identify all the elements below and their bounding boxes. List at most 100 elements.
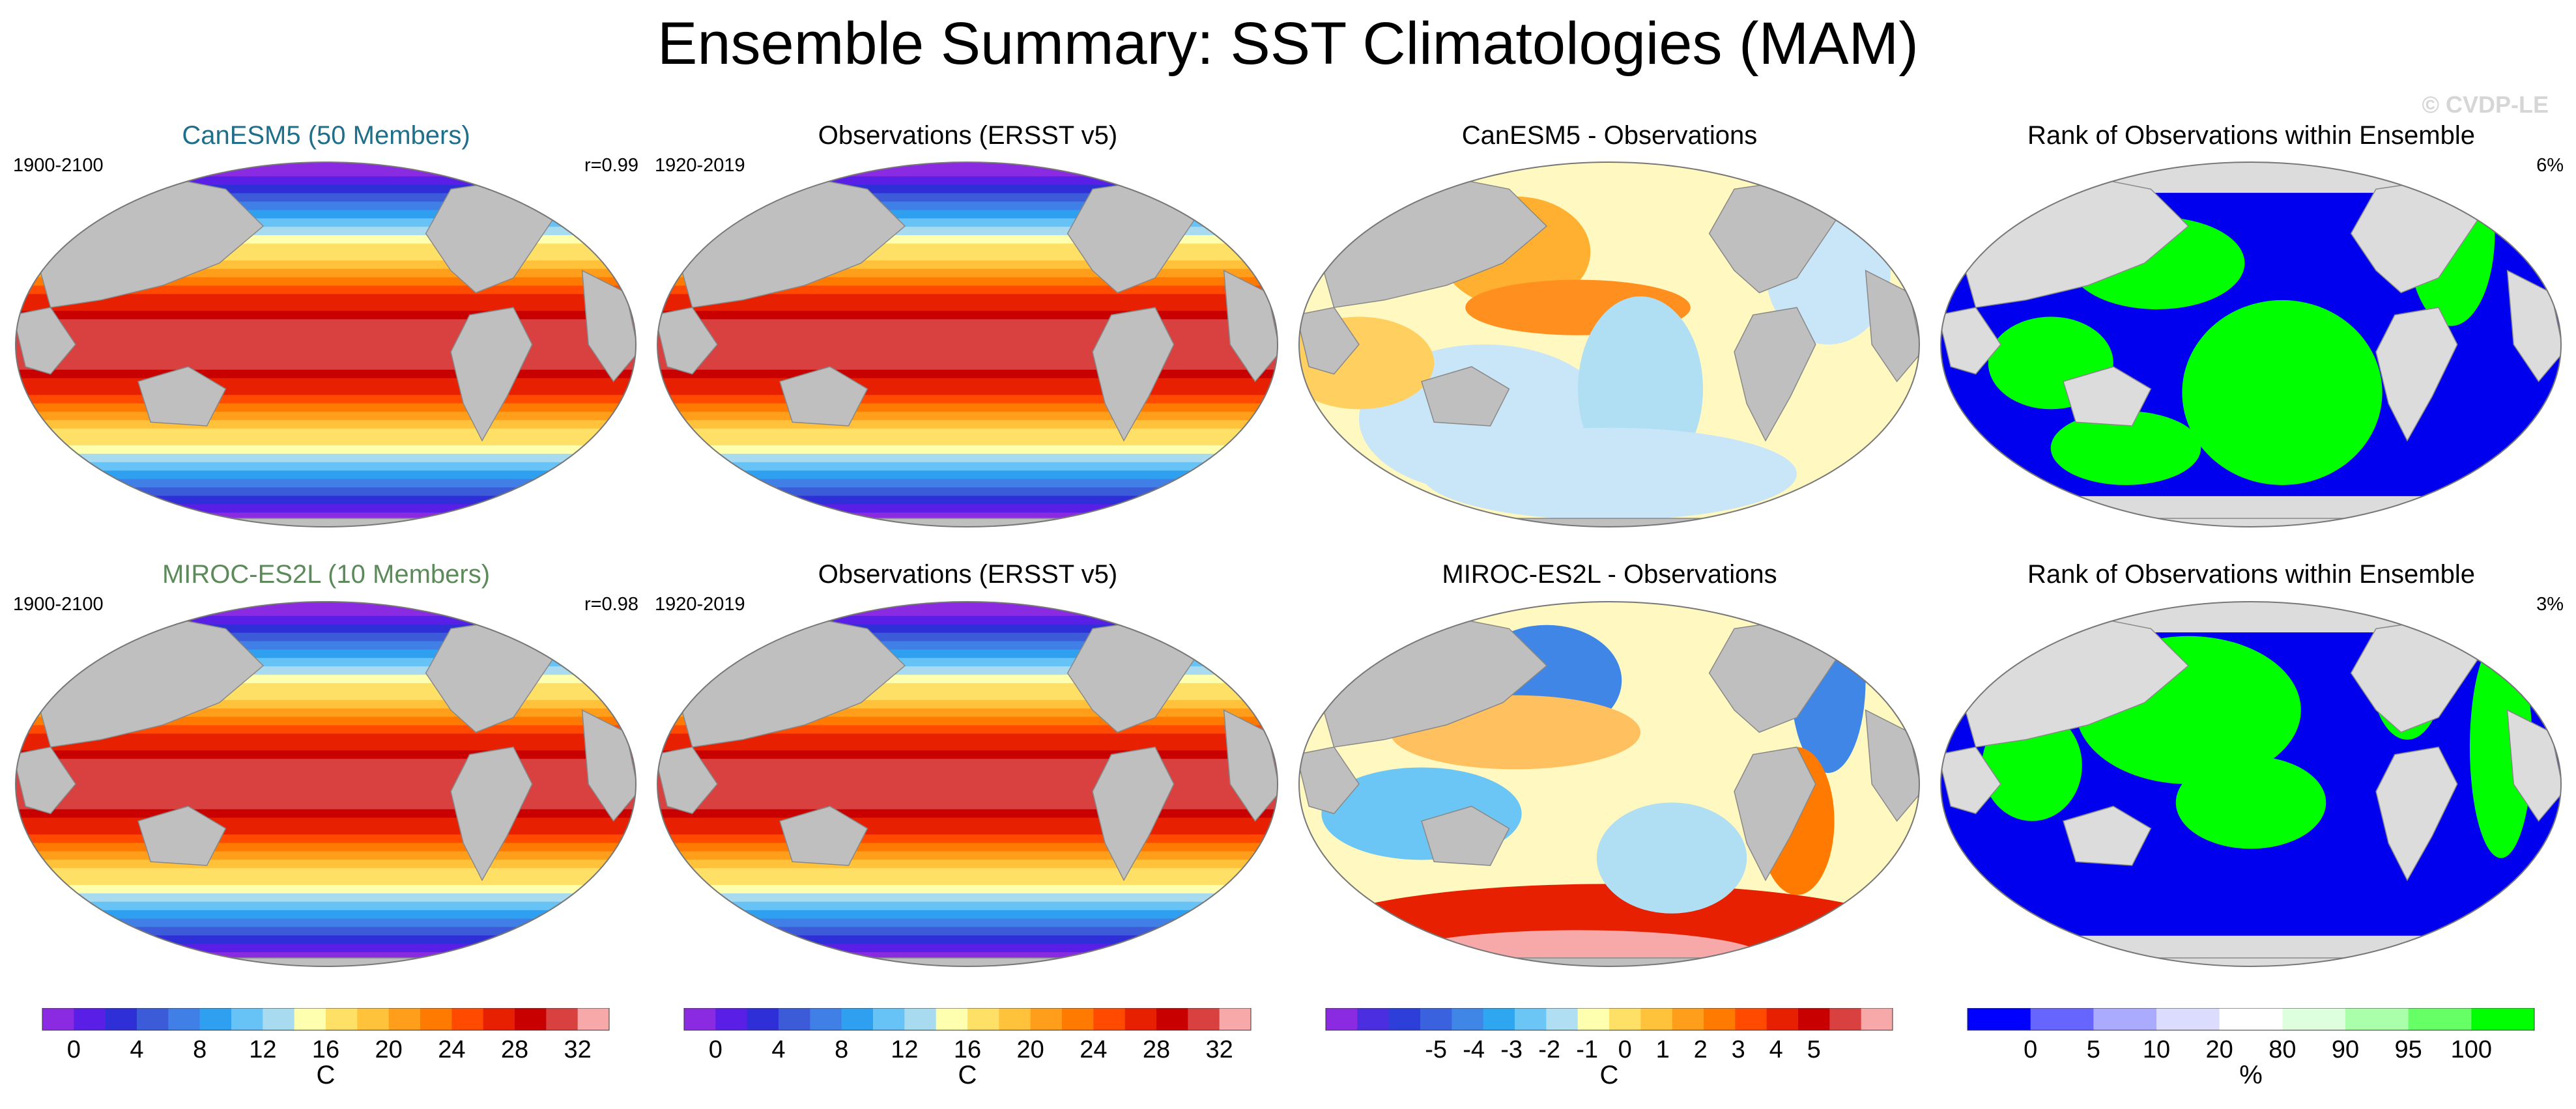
sst-band (657, 496, 1278, 505)
landmass-antarctica (657, 957, 1278, 966)
sst-band (657, 784, 1278, 793)
landmass-australia (137, 366, 227, 427)
sst-band (657, 445, 1278, 455)
colorbar-swatch (1062, 1008, 1094, 1030)
sst-band (657, 176, 1278, 186)
period-label: 1920-2019 (655, 594, 745, 615)
sst-band (16, 369, 636, 379)
landmass-australia (2063, 366, 2152, 427)
sst-band (657, 834, 1278, 844)
sst-band (657, 193, 1278, 203)
rank-percent-label: 6% (2536, 155, 2564, 176)
colorbar-swatch (1577, 1008, 1610, 1030)
landmass-australia (779, 806, 868, 866)
colorbar-swatch (42, 1008, 74, 1030)
sst-band (657, 851, 1278, 861)
sst-band (16, 843, 636, 852)
landmass-africa-east (1941, 746, 2001, 815)
landmass-south-america (450, 307, 533, 442)
sst-band (16, 302, 636, 312)
colorbar-swatch (357, 1008, 390, 1030)
colorbar-unit-label: C (1600, 1061, 1619, 1089)
landmass-australia (1421, 366, 1510, 427)
colorbar-swatch (1124, 1008, 1157, 1030)
panel-title: Observations (ERSST v5) (818, 121, 1118, 150)
sst-band (657, 479, 1278, 488)
colorbar-tick-label: 10 (2143, 1036, 2170, 1063)
landmass-greenland (2475, 606, 2521, 652)
landmass-africa-east (657, 307, 718, 375)
sst-band (657, 420, 1278, 430)
colorbar-tick-label: 80 (2268, 1036, 2296, 1063)
sst-band (16, 336, 636, 345)
sst-band (16, 328, 636, 337)
colorbar-swatch (1798, 1008, 1830, 1030)
colorbar-swatch (1452, 1008, 1484, 1030)
colorbar-swatch (294, 1008, 326, 1030)
sst-band (657, 504, 1278, 514)
landmass-south-america (1092, 746, 1175, 882)
colorbar-swatch (1420, 1008, 1452, 1030)
colorbar-swatch (1326, 1008, 1358, 1030)
period-label: 1920-2019 (655, 155, 745, 176)
sst-band (657, 361, 1278, 371)
sst-band (16, 378, 636, 387)
colorbar-tick-label: 90 (2332, 1036, 2359, 1063)
map-outline (15, 161, 637, 527)
sst-band (16, 602, 636, 608)
colorbar-swatch (137, 1008, 169, 1030)
sst-band (657, 167, 1278, 177)
sst-band (16, 184, 636, 194)
sst-band (657, 294, 1278, 303)
landmass-australia (1421, 806, 1510, 866)
colorbar-tick-label: 24 (438, 1036, 465, 1063)
colorbar-swatch (326, 1008, 358, 1030)
panel-title: MIROC-ES2L - Observations (1442, 560, 1777, 589)
panel-title: MIROC-ES2L (10 Members) (162, 560, 491, 589)
sst-band (657, 927, 1278, 936)
colorbar-tick-label: 12 (891, 1036, 918, 1063)
sst-band (16, 386, 636, 396)
diff-map (1298, 601, 1920, 967)
sst-band (657, 632, 1278, 642)
sst-band (16, 834, 636, 844)
colorbar-swatch (1515, 1008, 1547, 1030)
sst-band (657, 868, 1278, 877)
landmass-africa-east (657, 746, 718, 815)
sst-map (657, 601, 1278, 967)
colorbar-swatch (1861, 1008, 1893, 1030)
colorbar-swatch (1609, 1008, 1641, 1030)
landmass-africa-west (1223, 709, 1278, 822)
landmass-antarctica (1941, 518, 2561, 527)
sst-band (16, 412, 636, 421)
panel-title: Rank of Observations within Ensemble (2027, 121, 2475, 150)
sst-band (16, 809, 636, 819)
landmass-australia (137, 806, 227, 866)
sst-band (657, 319, 1278, 329)
sst-band (16, 759, 636, 768)
colorbar-swatch (231, 1008, 263, 1030)
colorbar-swatch (2408, 1008, 2472, 1030)
colorbar: 04812162024283236C (683, 1008, 1252, 1089)
sst-band (16, 733, 636, 743)
colorbar-tick-label: -2 (1538, 1036, 1560, 1063)
sst-band (16, 742, 636, 751)
sst-band (657, 201, 1278, 211)
landmass-antarctica (1941, 957, 2561, 966)
sst-band (657, 910, 1278, 919)
sst-band (16, 504, 636, 514)
sst-band (16, 817, 636, 827)
watermark: © CVDP-LE (2422, 91, 2549, 118)
sst-band (16, 918, 636, 928)
rank-region (2470, 636, 2532, 858)
sst-band (657, 428, 1278, 438)
colorbar-tick-label: 16 (312, 1036, 339, 1063)
colorbar-swatch (1030, 1008, 1063, 1030)
sst-band (657, 352, 1278, 362)
colorbar-tick-label: 100 (2451, 1036, 2492, 1063)
colorbar-swatch (715, 1008, 748, 1030)
colorbar-swatch (74, 1008, 106, 1030)
sst-band (657, 615, 1278, 625)
landmass-africa-west (1223, 270, 1278, 383)
landmass-south-america (1734, 307, 1816, 442)
